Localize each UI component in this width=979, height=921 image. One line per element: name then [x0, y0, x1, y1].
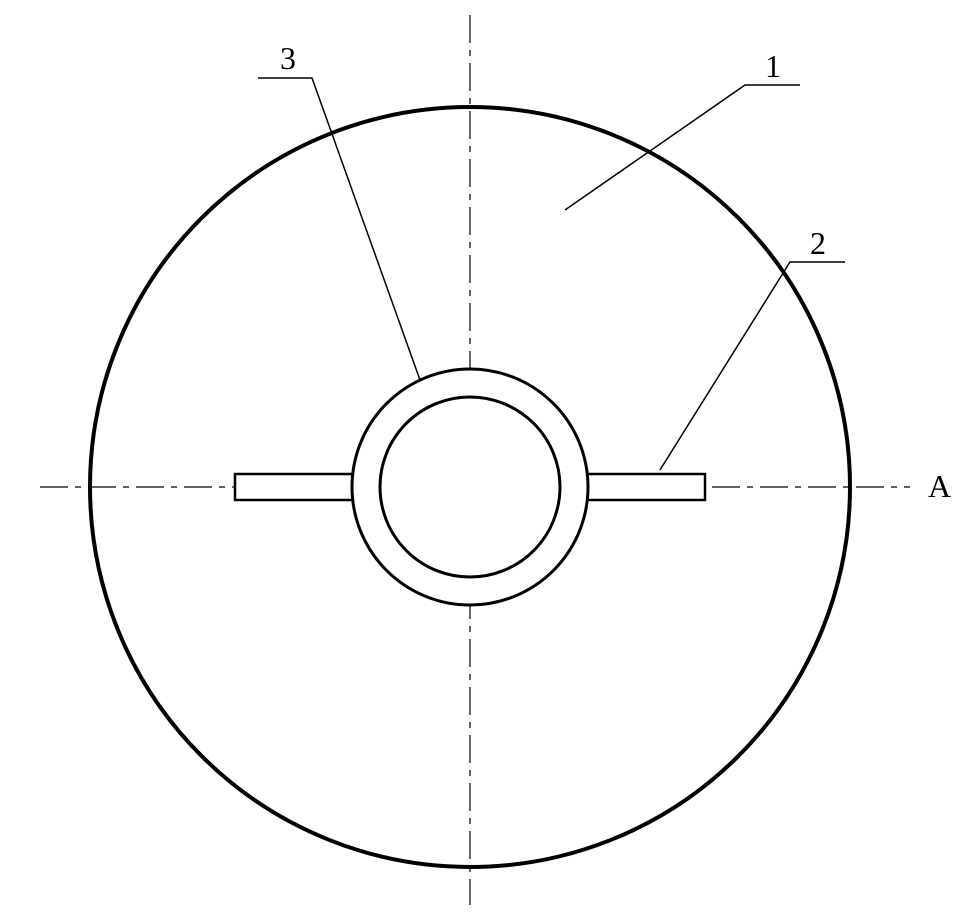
- right-tab: [580, 474, 705, 500]
- inner-ring-inner: [380, 397, 560, 577]
- label-2: 2: [810, 225, 826, 262]
- leader-1: [565, 85, 800, 210]
- leader-3: [258, 78, 420, 380]
- label-3: 3: [280, 40, 296, 77]
- leader-2: [660, 262, 845, 470]
- technical-diagram: [0, 0, 979, 921]
- section-label-a: A: [928, 468, 951, 505]
- left-tab: [235, 474, 360, 500]
- label-1: 1: [765, 48, 781, 85]
